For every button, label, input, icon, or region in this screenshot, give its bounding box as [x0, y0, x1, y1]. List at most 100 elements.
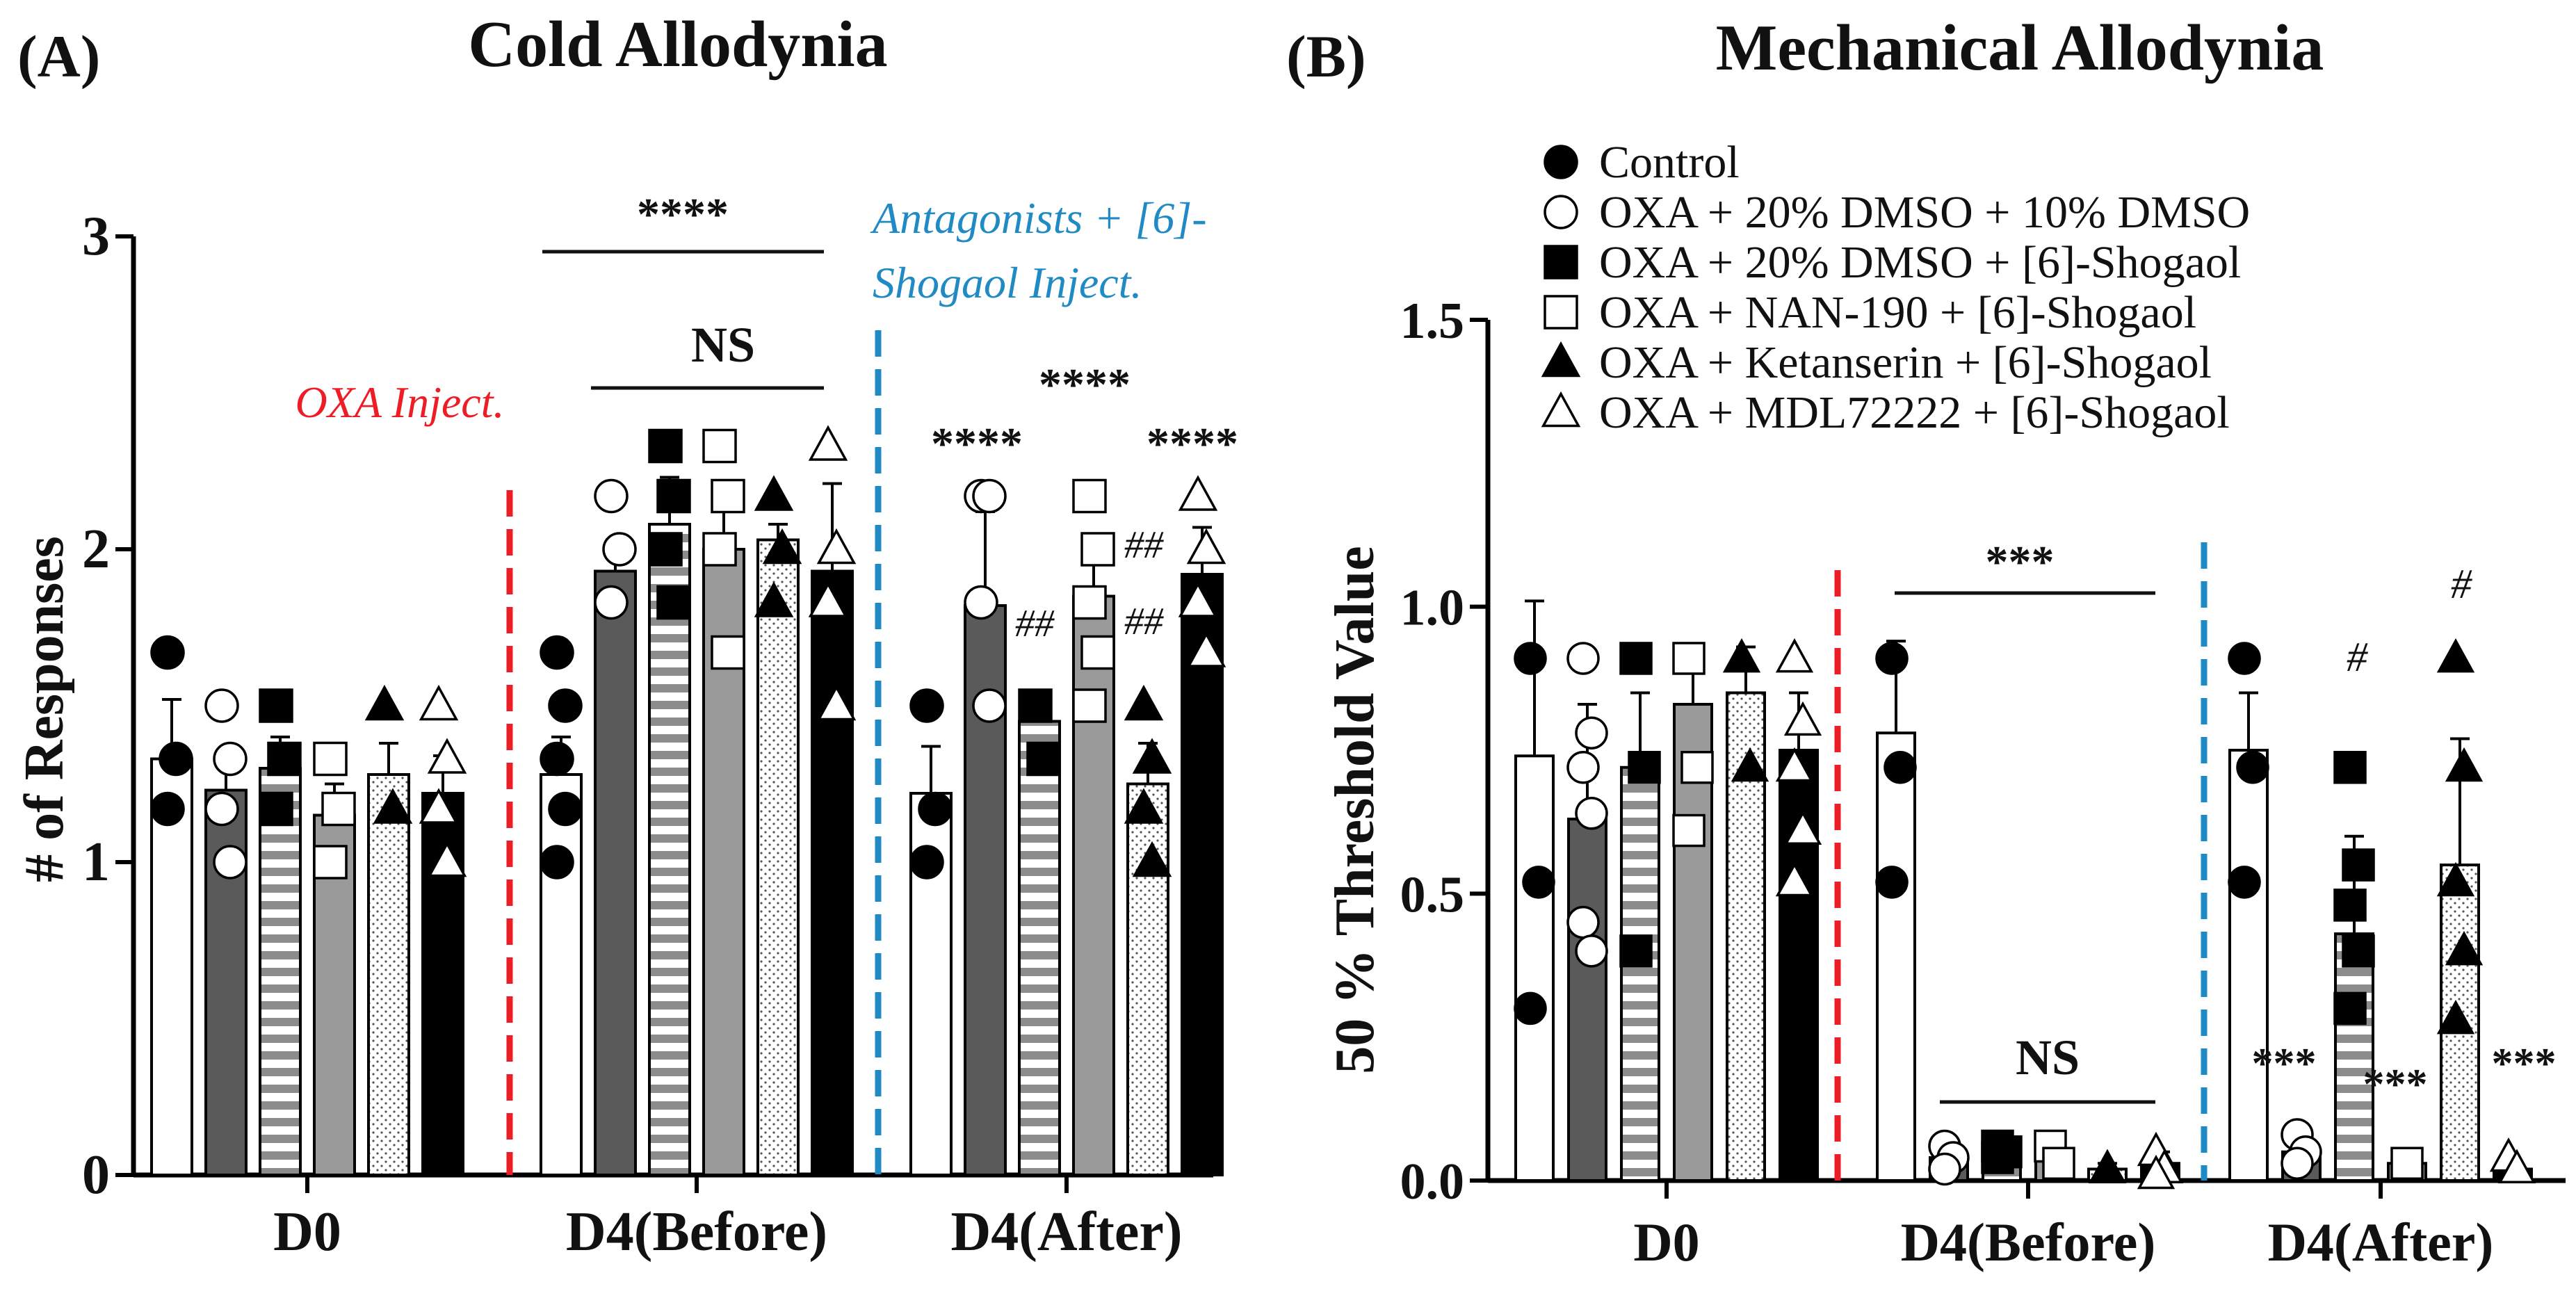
panel-b-data-point: [2228, 642, 2261, 675]
panel-a-y-tick-label: 1: [82, 832, 110, 893]
legend-entry-label: Control: [1599, 137, 1740, 188]
panel-a-data-point: [808, 581, 848, 617]
panel-b-data-point: [1775, 861, 1814, 897]
panel-a-data-point: [972, 688, 1007, 723]
panel-b-hash-ketanserin: #: [2451, 561, 2472, 607]
panel-b-bar: [1567, 818, 1607, 1183]
panel-b-data-point: [1672, 642, 1706, 675]
legend-entry-label: OXA + 20% DMSO + [6]-Shogaol: [1599, 237, 2241, 288]
panel-a-data-point: [816, 684, 857, 721]
panel-a-oxa-inject-label: OXA Inject.: [295, 378, 505, 427]
panel-a-data-point: [1080, 532, 1115, 567]
legend-marker: [1544, 295, 1578, 330]
panel-b-data-point: [1672, 813, 1706, 848]
panel-a-data-point: [204, 688, 239, 723]
panel-a-data-point: [419, 684, 459, 721]
panel-a-data-point: [373, 788, 413, 824]
panel-b-bar: [1514, 754, 1555, 1182]
panel-a-data-point: [427, 841, 467, 877]
panel-b-annotations: *** NS *** *** *** # #: [1834, 537, 2557, 1181]
panel-a-data-point: [711, 478, 745, 514]
panel-a-data-point: [321, 791, 356, 827]
panel-b-data-point: [2436, 861, 2475, 897]
panel-a-data-point: [150, 635, 185, 670]
panel-a-data-point: [427, 738, 467, 774]
panel-a-data-point: [816, 528, 857, 565]
panel-b-data-point: [1628, 751, 1661, 784]
panel-b-data-point: [1875, 866, 1909, 899]
panel-b-data-point: [1514, 991, 1547, 1026]
panel-b-data-point: [2445, 930, 2484, 966]
panel-a-bar: [150, 757, 193, 1176]
panel-a-data-point: [964, 585, 998, 620]
panel-a-annotations: OXA Inject. Antagonists + [6]- Shogaol I…: [295, 189, 1238, 1175]
panel-b-data-point: [2042, 1146, 2075, 1180]
panel-a-hash-ketanserin-1: ##: [1124, 524, 1164, 567]
panel-a-bracket-top-stars: ****: [637, 189, 729, 240]
panel-b-data-point: [1575, 797, 1608, 830]
panel-a-data-point: [702, 428, 737, 464]
legend-marker: [1544, 145, 1578, 179]
panel-b-bar: [1876, 731, 1916, 1182]
panel-a-after-mdl-stars: ****: [1147, 419, 1238, 469]
panel-b-bracket-top-stars: ***: [1986, 537, 2055, 587]
panel-a-data-point: [648, 532, 683, 567]
panel-a-data-point: [702, 532, 737, 567]
panel-b-data-point: [1884, 751, 1917, 784]
panel-b-data-point: [1783, 810, 1822, 845]
panel-b-data-point: [2445, 747, 2484, 782]
panel-a-bar: [594, 569, 637, 1176]
panel-b-data-point: [1619, 642, 1653, 675]
panel-a-data-point: [540, 845, 574, 880]
panel-a-data-point: [656, 478, 691, 514]
panel-b-points: [1514, 638, 2536, 1190]
panel-a-antagonist-label-line1: Antagonists + [6]-: [870, 193, 1207, 243]
panel-b-title: Mechanical Allodynia: [1716, 12, 2324, 84]
panel-a-data-point: [267, 741, 302, 777]
panel-a-category-label: D4(After): [950, 1201, 1182, 1263]
panel-b-oxa-stars: ***: [2252, 1040, 2317, 1087]
panel-a-data-point: [1124, 684, 1164, 721]
legend-entry-label: OXA + Ketanserin + [6]-Shogaol: [1599, 337, 2212, 388]
panel-a-data-point: [594, 585, 629, 620]
panel-a-bracket-ns-label: NS: [691, 317, 755, 373]
panel-a-bar: [811, 569, 854, 1176]
panel-b-data-point: [2137, 1154, 2176, 1190]
panel-b-data-point: [2236, 751, 2269, 784]
panel-b-data-point: [2436, 638, 2475, 673]
panel-b-data-point: [1575, 716, 1608, 749]
panel-b-data-point: [1575, 934, 1608, 968]
panel-a-data-point: [364, 684, 405, 721]
panel-a-data-point: [1186, 631, 1226, 667]
panel-a-chart: (A) Cold Allodynia # of Responses 0 1 2 3 D0…: [14, 8, 1238, 1263]
panel-a-data-point: [1072, 585, 1107, 620]
panel-a-data-point: [1178, 475, 1218, 511]
panel-b-data-point: [1731, 747, 1769, 782]
panel-a-bar: [1072, 594, 1115, 1176]
panel-a-bar: [259, 767, 302, 1176]
panel-a-data-point: [540, 635, 574, 670]
panel-a-y-tick-label: 3: [82, 206, 110, 267]
panel-b-data-point: [2390, 1146, 2424, 1180]
panel-a-data-point: [909, 845, 944, 880]
panel-a-data-point: [909, 688, 944, 723]
panel-b-y-tick-label: 1.0: [1400, 580, 1465, 637]
panel-a-title: Cold Allodynia: [468, 8, 887, 81]
panel-b-data-point: [2281, 1146, 2314, 1180]
panel-b-chart: (B) Mechanical Allodynia 50 % Threshold …: [1286, 12, 2566, 1272]
panel-a-data-point: [1132, 738, 1172, 774]
panel-a-category-label: D4(Before): [566, 1201, 827, 1263]
panel-b-y-tick-label: 0.0: [1400, 1153, 1465, 1210]
panel-a-data-point: [204, 791, 239, 827]
panel-a-data-point: [972, 478, 1007, 514]
panel-a-bar: [648, 523, 691, 1176]
panel-b-bar: [1779, 749, 1819, 1182]
panel-a-category-label: D0: [273, 1201, 341, 1263]
panel-b-data-point: [2436, 999, 2475, 1035]
panel-a-data-point: [313, 741, 348, 777]
panel-a-y-tick-label: 0: [82, 1144, 110, 1206]
panel-b-data-point: [1783, 701, 1822, 736]
panel-a-data-point: [754, 581, 794, 617]
panel-a-bar: [1181, 573, 1224, 1176]
